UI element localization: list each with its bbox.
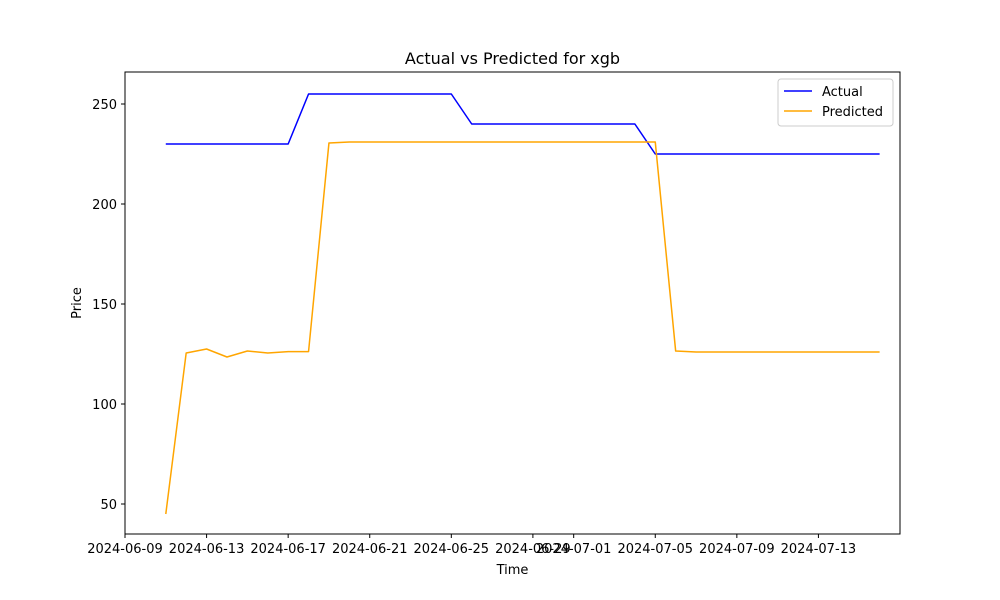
plot-frame (124, 71, 901, 535)
legend-label-predicted: Predicted (822, 105, 883, 120)
x-axis-label: Time (496, 563, 529, 578)
series-line-predicted (165, 141, 880, 515)
x-tick-label: 2024-07-05 (617, 542, 693, 557)
legend-label-actual: Actual (822, 85, 863, 100)
x-tick-label: 2024-06-17 (250, 542, 326, 557)
x-tick-label: 2024-07-09 (699, 542, 775, 557)
x-tick-label: 2024-06-25 (414, 542, 490, 557)
x-tick-label: 2024-06-13 (169, 542, 245, 557)
x-tick-label: 2024-06-09 (87, 542, 163, 557)
legend: Actual Predicted (777, 78, 894, 127)
y-axis: 50 100 150 200 250 (92, 98, 125, 513)
x-tick-label: 2024-07-13 (781, 542, 857, 557)
chart-title: Actual vs Predicted for xgb (405, 49, 620, 68)
y-tick-label: 250 (92, 98, 117, 113)
y-axis-label: Price (70, 287, 85, 319)
y-tick-label: 100 (92, 398, 117, 413)
plot-area (165, 93, 880, 515)
y-tick-label: 50 (100, 498, 117, 513)
y-tick-label: 150 (92, 298, 117, 313)
series-line-actual (165, 93, 880, 155)
x-tick-label: 2024-07-01 (536, 542, 612, 557)
x-tick-label: 2024-06-21 (332, 542, 408, 557)
x-tick-label: 2024-06-29 (495, 542, 571, 557)
y-tick-label: 200 (92, 198, 117, 213)
x-axis: 2024-06-09 2024-06-13 2024-06-17 2024-06-21… (87, 534, 856, 557)
